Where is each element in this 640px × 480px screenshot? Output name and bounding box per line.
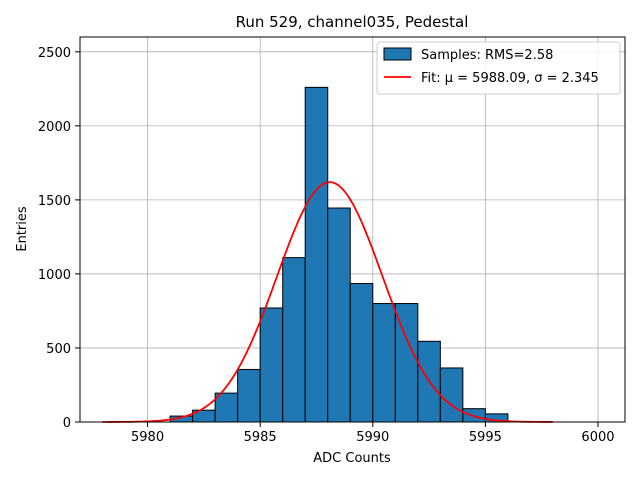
histogram-bar — [304, 86, 329, 423]
legend-swatch-samples — [383, 47, 412, 61]
y-tick-label: 0 — [63, 416, 71, 431]
y-tick-label: 1500 — [38, 194, 71, 209]
chart-title: Run 529, channel035, Pedestal — [236, 13, 469, 31]
fit-curve — [102, 181, 553, 423]
y-tick-label: 500 — [46, 342, 71, 357]
histogram-bar — [214, 392, 239, 423]
fit-curve-group — [102, 181, 553, 423]
histogram-bar — [439, 367, 464, 423]
x-axis-label: ADC Counts — [313, 451, 391, 466]
legend-box — [376, 41, 621, 95]
histogram-bar — [327, 207, 351, 423]
x-tick-label: 5995 — [469, 430, 502, 445]
x-tick-label: 5980 — [131, 430, 164, 445]
histogram-bar — [372, 303, 396, 423]
histogram-bar — [462, 408, 486, 423]
x-tick-label: 5985 — [244, 430, 277, 445]
histogram-bar — [237, 368, 261, 423]
legend: Samples: RMS=2.58 Fit: μ = 5988.09, σ = … — [376, 41, 621, 95]
legend-label-fit: Fit: μ = 5988.09, σ = 2.345 — [421, 71, 599, 86]
histogram-bar — [349, 283, 374, 423]
legend-label-samples: Samples: RMS=2.58 — [421, 48, 553, 63]
histogram-bar — [259, 307, 284, 423]
y-axis-ticks: 0 500 1000 1500 2000 2500 — [38, 46, 80, 431]
x-tick-label: 6000 — [581, 430, 614, 445]
y-tick-label: 2000 — [38, 120, 71, 135]
histogram-bars — [169, 86, 509, 423]
y-tick-label: 2500 — [38, 46, 71, 61]
x-tick-label: 5990 — [356, 430, 389, 445]
plot-area-frame — [79, 36, 626, 423]
y-axis-label: Entries — [15, 206, 30, 252]
y-tick-label: 1000 — [38, 268, 71, 283]
histogram-bar — [282, 257, 306, 423]
x-axis-ticks: 5980 5985 5990 5995 6000 — [131, 422, 615, 445]
